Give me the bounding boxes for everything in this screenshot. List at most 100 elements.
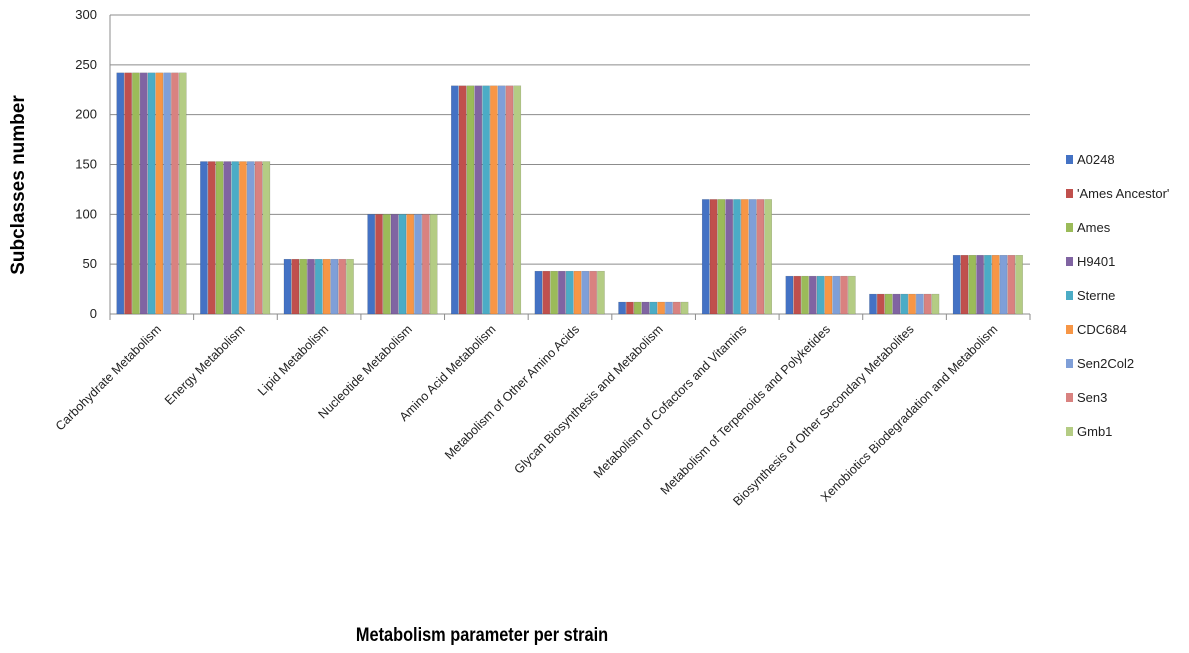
bar bbox=[581, 270, 590, 315]
bar bbox=[132, 72, 140, 315]
x-category-label: Energy Metabolism bbox=[162, 322, 248, 408]
legend-swatch bbox=[1066, 393, 1073, 402]
bar bbox=[116, 72, 125, 315]
legend: A0248 'Ames Ancestor' Ames H9401 Sterne CDC68… bbox=[1066, 152, 1169, 439]
legend-label: A0248 bbox=[1077, 152, 1115, 167]
bar bbox=[490, 85, 498, 315]
y-tick-label: 250 bbox=[75, 57, 97, 72]
bar bbox=[573, 270, 582, 315]
bar bbox=[163, 72, 171, 315]
bar bbox=[824, 275, 833, 315]
bar bbox=[482, 85, 490, 315]
bar bbox=[748, 199, 757, 315]
legend-swatch bbox=[1066, 155, 1073, 164]
y-tick-label: 300 bbox=[75, 7, 97, 22]
bar bbox=[1015, 254, 1023, 315]
bar bbox=[283, 258, 292, 315]
legend-swatch bbox=[1066, 223, 1073, 232]
bar bbox=[299, 258, 307, 315]
x-category-label: Glycan Biosynthesis and Metabolism bbox=[511, 322, 665, 476]
bar bbox=[793, 275, 801, 315]
bar bbox=[291, 258, 300, 315]
bar bbox=[307, 258, 315, 315]
bar bbox=[649, 301, 658, 315]
x-category-label: Xenobiotics Biodegradation and Metabolis… bbox=[818, 322, 1000, 504]
bar bbox=[869, 293, 877, 315]
x-axis-title: Metabolism parameter per strain bbox=[356, 624, 608, 645]
legend-swatch bbox=[1066, 257, 1073, 266]
x-category-label: Nucleotide Metabolism bbox=[316, 322, 415, 421]
bar bbox=[633, 301, 642, 315]
legend-label: Sterne bbox=[1077, 288, 1115, 303]
bar bbox=[832, 275, 841, 315]
bar bbox=[390, 214, 399, 315]
bar bbox=[542, 270, 551, 315]
bar bbox=[474, 85, 483, 315]
bar bbox=[346, 258, 354, 315]
bar bbox=[124, 72, 132, 315]
bar bbox=[200, 161, 208, 315]
bar bbox=[984, 254, 992, 315]
bar bbox=[809, 275, 817, 315]
bar bbox=[717, 199, 726, 315]
bar bbox=[422, 214, 430, 315]
bar bbox=[330, 258, 339, 315]
x-category-label: Metabolism of Cofactors and Vitamins bbox=[591, 322, 750, 481]
y-axis-title: Subclasses number bbox=[8, 95, 29, 275]
bar bbox=[801, 275, 809, 315]
bar bbox=[338, 258, 347, 315]
bar bbox=[215, 161, 224, 315]
bar bbox=[626, 301, 634, 315]
bar bbox=[756, 199, 765, 315]
y-tick-label: 50 bbox=[83, 256, 97, 271]
bar bbox=[960, 254, 969, 315]
bar bbox=[931, 293, 940, 315]
bar bbox=[999, 254, 1008, 315]
bar bbox=[589, 270, 597, 315]
bar bbox=[884, 293, 893, 315]
bar bbox=[322, 258, 331, 315]
bar bbox=[908, 293, 916, 315]
bar bbox=[231, 161, 239, 315]
bar bbox=[740, 199, 749, 315]
legend-swatch bbox=[1066, 427, 1073, 436]
legend-label: Sen3 bbox=[1077, 390, 1107, 405]
bar bbox=[466, 85, 475, 315]
bar bbox=[785, 275, 794, 315]
bar bbox=[565, 270, 574, 315]
bar bbox=[1007, 254, 1016, 315]
bar bbox=[725, 199, 733, 315]
bar bbox=[406, 214, 415, 315]
bar bbox=[367, 214, 376, 315]
bar bbox=[657, 301, 665, 315]
bar bbox=[816, 275, 825, 315]
bar bbox=[641, 301, 650, 315]
bar bbox=[375, 214, 383, 315]
bar bbox=[968, 254, 977, 315]
y-tick-label: 100 bbox=[75, 206, 97, 221]
bar bbox=[497, 85, 506, 315]
bars bbox=[116, 72, 1023, 315]
x-category-label: Metabolism of Terpenoids and Polyketides bbox=[658, 322, 833, 497]
bar bbox=[383, 214, 391, 315]
bar bbox=[701, 199, 710, 315]
x-category-label: Carbohydrate Metabolism bbox=[53, 322, 164, 433]
legend-label: CDC684 bbox=[1077, 322, 1127, 337]
bar bbox=[550, 270, 558, 315]
bar bbox=[976, 254, 984, 315]
bar bbox=[733, 199, 741, 315]
y-tick-label: 0 bbox=[90, 306, 97, 321]
bar bbox=[916, 293, 924, 315]
x-category-label: Amino Acid Metabolism bbox=[397, 322, 499, 424]
legend-swatch bbox=[1066, 325, 1073, 334]
x-category-label: Biosynthesis of Other Secondary Metaboli… bbox=[730, 322, 916, 508]
bar bbox=[262, 161, 271, 315]
bar bbox=[764, 199, 772, 315]
bar bbox=[513, 85, 522, 315]
bar bbox=[709, 199, 718, 315]
bar bbox=[171, 72, 179, 315]
bar bbox=[451, 85, 459, 315]
legend-swatch bbox=[1066, 189, 1073, 198]
bar bbox=[597, 270, 605, 315]
legend-swatch bbox=[1066, 359, 1073, 368]
